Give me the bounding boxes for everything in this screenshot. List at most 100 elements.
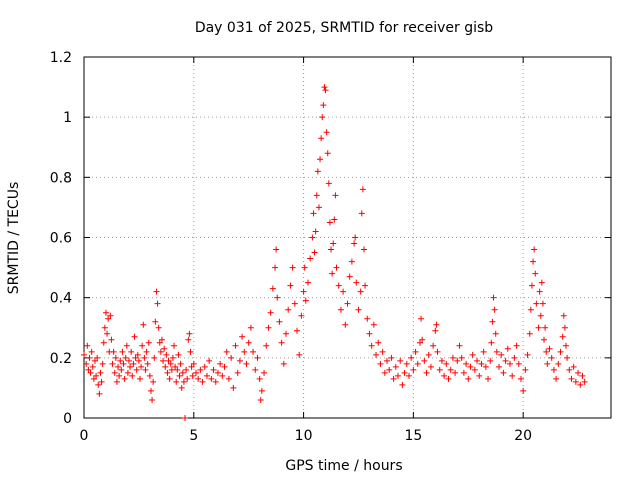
data-point — [524, 351, 531, 358]
data-point — [83, 360, 90, 367]
data-point — [228, 354, 235, 361]
data-point — [362, 282, 369, 289]
data-point — [88, 348, 95, 355]
data-point — [313, 192, 320, 199]
x-tick-label: 20 — [514, 428, 532, 444]
data-point — [130, 360, 137, 367]
data-point — [201, 363, 208, 370]
data-point — [506, 360, 513, 367]
data-point — [256, 375, 263, 382]
data-point — [166, 375, 173, 382]
data-point — [335, 282, 342, 289]
data-point — [480, 348, 487, 355]
data-point — [150, 378, 157, 385]
data-point — [108, 336, 115, 343]
data-point — [177, 360, 184, 367]
data-point — [564, 354, 571, 361]
data-point — [178, 384, 185, 391]
data-point — [395, 372, 402, 379]
data-point — [115, 363, 122, 370]
data-point — [310, 210, 317, 217]
data-point — [161, 345, 168, 352]
data-point — [333, 264, 340, 271]
data-point — [127, 363, 134, 370]
data-point — [502, 357, 509, 364]
data-point — [325, 180, 332, 187]
data-point — [146, 372, 153, 379]
x-axis-label: GPS time / hours — [285, 458, 402, 474]
data-point — [86, 354, 93, 361]
data-point — [489, 318, 496, 325]
data-point — [392, 363, 399, 370]
data-point — [173, 378, 180, 385]
data-point — [252, 366, 259, 373]
y-tick-label: 0.4 — [50, 291, 72, 307]
data-point — [123, 342, 130, 349]
data-point — [317, 156, 324, 163]
data-point — [360, 246, 367, 253]
data-point — [332, 192, 339, 199]
data-point — [301, 264, 308, 271]
data-point — [188, 363, 195, 370]
data-point — [491, 306, 498, 313]
data-point — [87, 369, 94, 376]
data-point — [438, 357, 445, 364]
data-point — [263, 342, 270, 349]
data-point — [129, 372, 136, 379]
data-point — [452, 369, 459, 376]
data-point — [326, 219, 333, 226]
data-point — [187, 348, 194, 355]
data-point — [81, 351, 87, 358]
data-point — [195, 375, 202, 382]
data-point — [138, 363, 145, 370]
data-point — [136, 375, 143, 382]
data-point — [342, 321, 349, 328]
data-point — [120, 360, 127, 367]
data-point — [143, 348, 150, 355]
data-point — [418, 315, 425, 322]
data-point — [118, 366, 125, 373]
data-point — [504, 345, 511, 352]
data-point — [570, 363, 577, 370]
y-tick-label: 0.6 — [50, 231, 72, 247]
data-point — [359, 186, 366, 193]
data-point — [243, 360, 250, 367]
data-point — [323, 129, 330, 136]
data-point — [526, 330, 533, 337]
data-point — [155, 324, 162, 331]
data-point — [419, 336, 426, 343]
data-point — [384, 357, 391, 364]
data-point — [107, 312, 114, 319]
data-point — [377, 360, 384, 367]
data-point — [527, 306, 534, 313]
data-point — [122, 354, 129, 361]
data-point — [561, 324, 568, 331]
data-point — [535, 324, 542, 331]
data-point — [572, 378, 579, 385]
data-point — [533, 300, 540, 307]
data-point — [405, 372, 412, 379]
data-point — [337, 306, 344, 313]
data-point — [91, 357, 98, 364]
data-point — [353, 279, 360, 286]
data-point — [132, 354, 139, 361]
data-point — [142, 366, 149, 373]
data-point — [283, 330, 290, 337]
data-point — [312, 228, 319, 235]
data-point — [517, 375, 524, 382]
data-point — [433, 321, 440, 328]
data-point — [577, 381, 584, 388]
data-point — [98, 378, 105, 385]
data-point — [331, 216, 338, 223]
data-point — [553, 375, 560, 382]
y-axis-label: SRMTID / TECUs — [6, 182, 22, 295]
data-point — [135, 357, 142, 364]
data-point — [386, 366, 393, 373]
data-point — [298, 312, 305, 319]
data-point — [285, 306, 292, 313]
data-point — [241, 348, 248, 355]
data-point — [531, 246, 538, 253]
data-point — [456, 342, 463, 349]
data-point — [324, 150, 331, 157]
data-point — [164, 369, 171, 376]
